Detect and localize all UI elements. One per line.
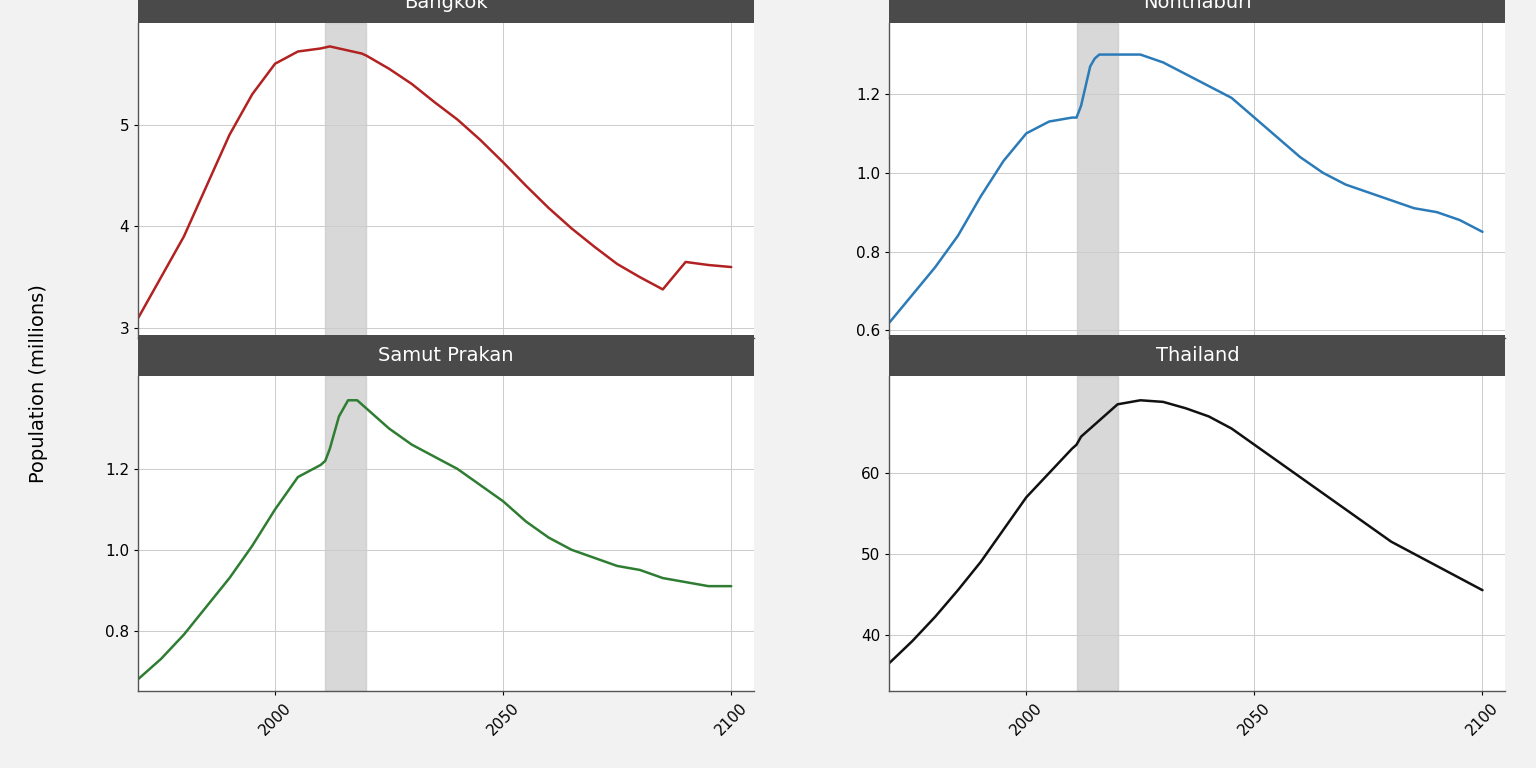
Bar bbox=[326, 376, 366, 691]
Text: Bangkok: Bangkok bbox=[404, 0, 488, 12]
FancyBboxPatch shape bbox=[889, 0, 1505, 23]
Bar bbox=[1077, 23, 1118, 338]
FancyBboxPatch shape bbox=[889, 335, 1505, 376]
Text: Samut Prakan: Samut Prakan bbox=[378, 346, 515, 365]
Bar bbox=[326, 23, 366, 338]
Text: Thailand: Thailand bbox=[1155, 346, 1240, 365]
Text: Nonthaburi: Nonthaburi bbox=[1143, 0, 1252, 12]
FancyBboxPatch shape bbox=[138, 335, 754, 376]
Bar bbox=[1077, 376, 1118, 691]
Text: Population (millions): Population (millions) bbox=[29, 285, 48, 483]
FancyBboxPatch shape bbox=[138, 0, 754, 23]
